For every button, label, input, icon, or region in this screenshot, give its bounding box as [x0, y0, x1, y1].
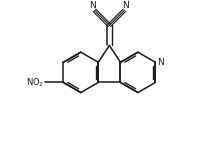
Text: NO$_2$: NO$_2$: [26, 76, 44, 89]
Text: N: N: [89, 1, 96, 10]
Text: N: N: [157, 58, 164, 67]
Text: N: N: [122, 1, 129, 10]
